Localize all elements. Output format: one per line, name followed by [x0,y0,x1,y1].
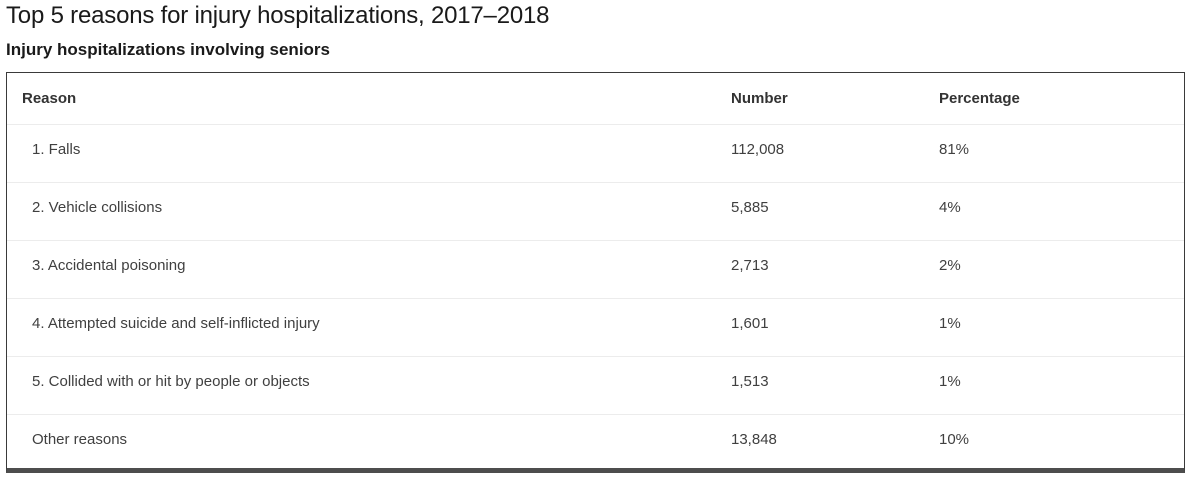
cell-reason: Other reasons [32,431,128,448]
cell-reason: 3. Accidental poisoning [32,257,186,274]
column-header-percentage: Percentage [939,90,1020,107]
table-row-collided: 5. Collided with or hit by people or obj… [7,356,1184,414]
column-header-number: Number [731,90,788,107]
cell-reason: 1. Falls [32,141,81,158]
table-row-falls: 1. Falls 112,008 81% [7,124,1184,182]
cell-percentage: 81% [939,141,970,158]
cell-reason: 4. Attempted suicide and self-inflicted … [32,315,320,332]
cell-number: 5,885 [731,199,769,216]
table-row-other-reasons: Other reasons 13,848 10% [7,414,1184,468]
table-row-vehicle-collisions: 2. Vehicle collisions 5,885 4% [7,182,1184,240]
page-title: Top 5 reasons for injury hospitalization… [6,2,550,29]
injury-hospitalizations-table: Reason Number Percentage 1. Falls 112,00… [6,72,1185,473]
cell-percentage: 4% [939,199,961,216]
cell-number: 13,848 [731,431,777,448]
cell-number: 2,713 [731,257,769,274]
cell-reason: 5. Collided with or hit by people or obj… [32,373,310,390]
column-header-reason: Reason [22,90,77,107]
cell-percentage: 1% [939,315,961,332]
table-row-accidental-poisoning: 3. Accidental poisoning 2,713 2% [7,240,1184,298]
cell-number: 1,513 [731,373,769,390]
cell-number: 112,008 [731,141,785,158]
cell-number: 1,601 [731,315,769,332]
cell-percentage: 2% [939,257,961,274]
cell-percentage: 10% [939,431,970,448]
table-row-attempted-suicide: 4. Attempted suicide and self-inflicted … [7,298,1184,356]
page-subtitle: Injury hospitalizations involving senior… [6,40,330,59]
cell-reason: 2. Vehicle collisions [32,199,163,216]
cell-percentage: 1% [939,373,961,390]
table-header-row: Reason Number Percentage [7,73,1184,124]
